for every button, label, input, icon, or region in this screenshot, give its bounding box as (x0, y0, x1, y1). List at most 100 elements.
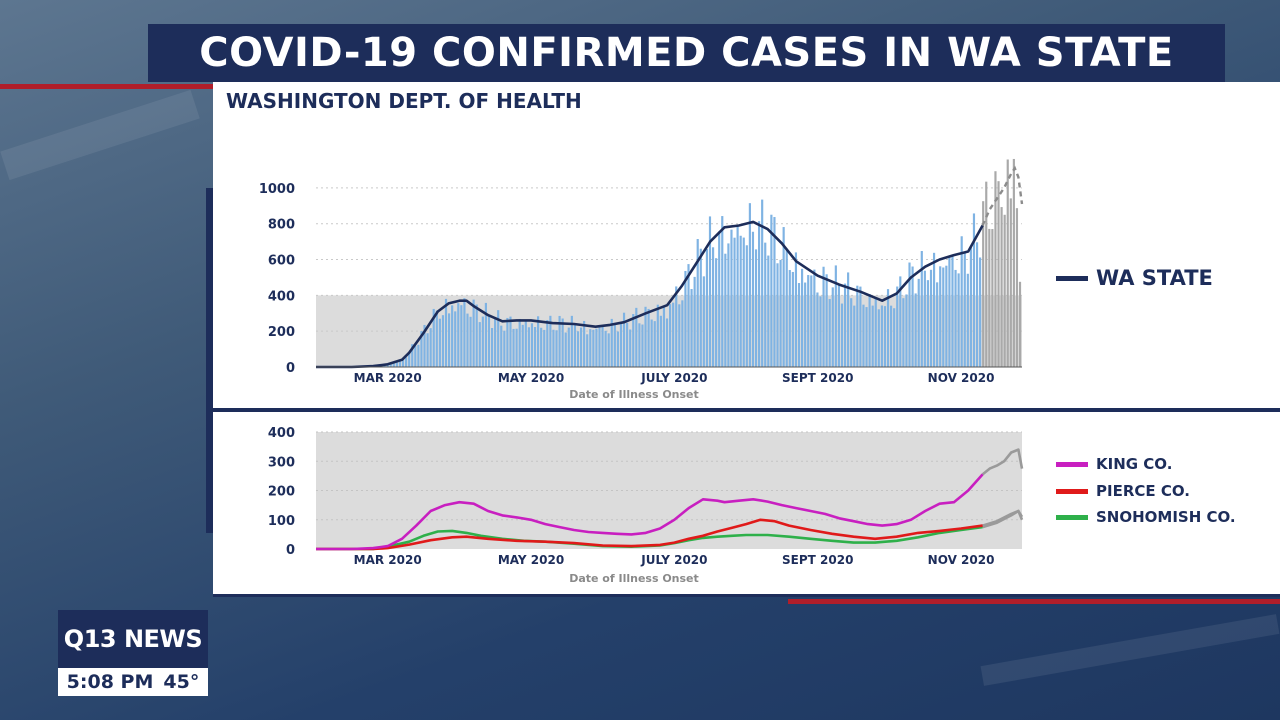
daily-case-bar (773, 217, 776, 367)
daily-case-bar (877, 309, 880, 367)
daily-case-bar (960, 236, 963, 367)
daily-case-bar (665, 318, 669, 367)
daily-case-bar (905, 294, 908, 367)
daily-case-bar (733, 237, 736, 367)
daily-case-bar (675, 286, 678, 367)
temperature: 45° (163, 671, 200, 693)
x-tick-label: JULY 2020 (640, 553, 707, 567)
daily-case-bar (497, 310, 500, 367)
daily-case-bar (794, 252, 798, 367)
daily-case-bar (653, 321, 656, 367)
daily-case-bar (954, 269, 957, 367)
daily-case-bar (644, 306, 647, 367)
daily-case-bar (767, 255, 770, 367)
daily-case-bar (567, 327, 570, 367)
daily-case-bar (742, 237, 745, 367)
daily-case-bar (641, 324, 644, 367)
daily-case-bar (1018, 281, 1022, 367)
daily-case-bar (893, 308, 896, 367)
daily-case-bar (451, 305, 454, 367)
daily-case-bar (975, 242, 979, 367)
shaded-band (316, 432, 1022, 549)
daily-case-bar (466, 313, 469, 367)
daily-case-bar (558, 315, 561, 367)
daily-case-bar (564, 332, 567, 367)
daily-case-bar (481, 316, 484, 367)
daily-case-bar (494, 317, 497, 367)
daily-case-bar (509, 316, 512, 367)
daily-case-bar (506, 317, 509, 367)
y-tick-label: 200 (268, 325, 295, 340)
daily-case-bar (865, 307, 868, 367)
page-title: COVID-19 CONFIRMED CASES IN WA STATE (199, 30, 1174, 76)
daily-case-bar (573, 324, 577, 367)
daily-case-bar (911, 266, 914, 367)
daily-case-bar (788, 270, 791, 367)
daily-case-bar (957, 273, 960, 367)
daily-case-bar (622, 312, 626, 367)
daily-case-bar (696, 239, 699, 367)
daily-case-bar (914, 293, 917, 367)
daily-case-bar (804, 282, 807, 367)
daily-case-bar (890, 305, 893, 367)
panel-bottom-edge (213, 594, 1280, 597)
daily-case-bar (592, 329, 595, 367)
x-tick-label: JULY 2020 (640, 371, 707, 385)
legend-swatch (1056, 514, 1088, 520)
daily-case-bar (435, 310, 438, 367)
daily-case-bar (500, 325, 503, 367)
legend-wa-state: WA STATE (1056, 266, 1213, 290)
daily-case-bar (408, 351, 411, 367)
daily-case-bar (874, 297, 877, 367)
y-tick-label: 800 (268, 218, 295, 233)
daily-case-bar (886, 289, 890, 367)
accent-line-top (0, 84, 214, 89)
daily-case-bar (936, 282, 939, 367)
daily-case-bar (837, 284, 840, 367)
legend-swatch (1056, 488, 1088, 494)
daily-case-bar (831, 287, 834, 367)
legend-king: KING CO. (1056, 455, 1172, 473)
daily-case-bar (711, 247, 715, 367)
daily-case-bar (1012, 158, 1015, 367)
daily-case-bar (555, 330, 558, 367)
daily-case-bar (690, 289, 693, 367)
daily-case-bar (705, 249, 709, 367)
daily-case-bar (853, 305, 856, 367)
daily-case-bar (883, 306, 887, 367)
daily-case-bar (417, 344, 420, 367)
daily-case-bar (1006, 159, 1009, 367)
daily-case-bar (432, 308, 435, 367)
panel-accent (206, 188, 213, 533)
daily-case-bar (859, 286, 862, 367)
daily-case-bar (721, 216, 724, 367)
daily-case-bar (699, 248, 702, 367)
daily-case-bar (871, 305, 874, 367)
y-tick-label: 600 (268, 254, 295, 269)
daily-case-bar (619, 323, 623, 367)
daily-case-bar (843, 283, 847, 367)
daily-case-bar (595, 328, 598, 367)
daily-case-bar (392, 362, 395, 367)
daily-case-bar (395, 362, 398, 367)
daily-case-bar (994, 171, 997, 367)
daily-case-bar (708, 216, 712, 367)
legend-swatch (1056, 461, 1088, 467)
daily-case-bar (687, 264, 690, 367)
y-tick-label: 100 (268, 514, 295, 529)
daily-case-bar (751, 231, 755, 367)
daily-case-bar (770, 214, 773, 367)
daily-case-bar (727, 243, 730, 367)
daily-case-bar (635, 307, 638, 367)
daily-case-bar (880, 305, 883, 367)
daily-case-bar (902, 298, 905, 367)
daily-case-bar (438, 318, 441, 367)
daily-case-bar (1000, 207, 1003, 367)
daily-case-bar (979, 257, 982, 367)
daily-case-bar (856, 285, 859, 367)
daily-case-bar (613, 323, 616, 367)
daily-case-bar (748, 203, 751, 367)
daily-case-bar (444, 298, 448, 367)
legend-swatch (1056, 275, 1088, 281)
time-temperature: 5:08 PM 45° (58, 668, 208, 696)
